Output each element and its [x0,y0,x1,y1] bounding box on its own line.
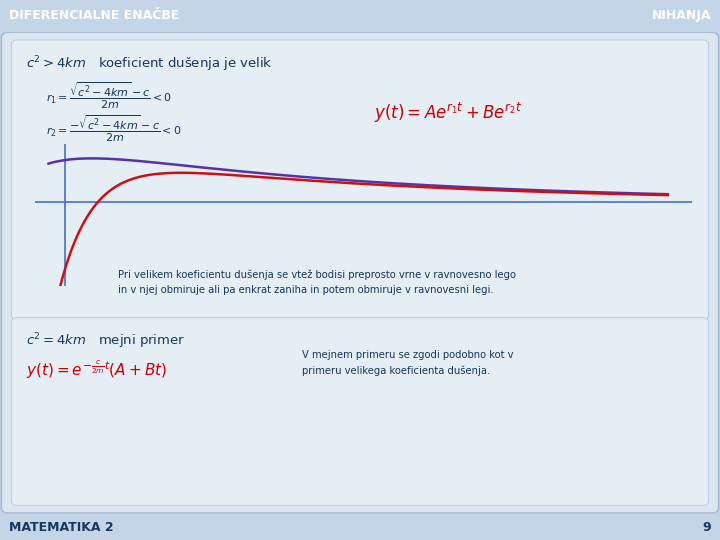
Text: V mejnem primeru se zgodi podobno kot v
primeru velikega koeficienta dušenja.: V mejnem primeru se zgodi podobno kot v … [302,350,514,375]
FancyBboxPatch shape [12,318,708,505]
Text: $y(t) = Ae^{r_1 t} + Be^{r_2 t}$: $y(t) = Ae^{r_1 t} + Be^{r_2 t}$ [374,101,523,125]
Text: $y(t) = e^{-\frac{c}{2m}t}(A + Bt)$: $y(t) = e^{-\frac{c}{2m}t}(A + Bt)$ [26,359,167,381]
Text: NIHANJA: NIHANJA [652,9,711,22]
Text: Pri velikem koeficientu dušenja se vtež bodisi preprosto vrne v ravnovesno lego
: Pri velikem koeficientu dušenja se vtež … [118,269,516,295]
Text: $r_1 = \dfrac{\sqrt{c^2-4km}-c}{2m} < 0$: $r_1 = \dfrac{\sqrt{c^2-4km}-c}{2m} < 0$ [46,81,172,111]
Bar [0,0,720,31]
Text: $c^2 > 4km$   koeficient dušenja je velik: $c^2 > 4km$ koeficient dušenja je velik [26,54,273,73]
Text: DIFERENCIALNE ENAČBE: DIFERENCIALNE ENAČBE [9,9,179,22]
Text: MATEMATIKA 2: MATEMATIKA 2 [9,521,113,534]
FancyBboxPatch shape [12,40,708,320]
Bar [0,514,720,540]
Text: $c^2 = 4km$   mejni primer: $c^2 = 4km$ mejni primer [26,332,185,351]
Text: $r_2 = \dfrac{-\sqrt{c^2-4km}-c}{2m} < 0$: $r_2 = \dfrac{-\sqrt{c^2-4km}-c}{2m} < 0… [46,113,181,144]
Text: 9: 9 [703,521,711,534]
FancyBboxPatch shape [1,32,719,513]
